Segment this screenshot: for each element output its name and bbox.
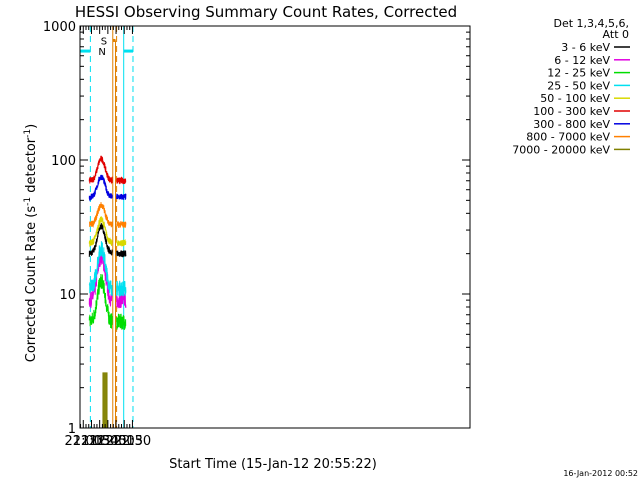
series-line-7-a — [88, 174, 113, 202]
footer-timestamp: 16-Jan-2012 00:52 — [563, 469, 638, 478]
legend-label-3: 12 - 25 keV — [547, 67, 610, 80]
saa-label: S — [101, 36, 107, 47]
axes: 1 10 100 1000 21:0021:1521:3021:4522:0022:15… — [43, 20, 471, 449]
series-line-6-a — [88, 155, 113, 185]
series-line-1-b — [116, 250, 127, 258]
y-tick-label: 1 — [68, 422, 76, 437]
plot-area: NS — [80, 26, 134, 428]
legend-label-4: 25 - 50 keV — [547, 79, 610, 92]
legend-label-5: 50 - 100 keV — [540, 92, 610, 105]
legend-header-line-1: Det 1,3,4,5,6, — [553, 17, 629, 30]
legend-label-8: 800 - 7000 keV — [526, 131, 610, 144]
series-line-2-b — [116, 292, 127, 309]
y-tick-label: 1000 — [43, 20, 76, 35]
x-tick-label: 21:15 — [73, 434, 110, 449]
series-line-5-a — [88, 216, 113, 248]
y-tick-label: 100 — [51, 154, 76, 169]
legend-label-7: 300 - 800 keV — [533, 118, 610, 131]
series-line-6-b — [116, 176, 127, 185]
series-line-4-a — [88, 241, 113, 297]
series-line-3-b — [116, 313, 127, 330]
legend-label-9: 7000 - 20000 keV — [512, 143, 610, 156]
legend-header-line-2: Att 0 — [603, 28, 629, 41]
series-line-5-b — [116, 238, 127, 247]
legend-label-2: 6 - 12 keV — [554, 54, 610, 67]
series-line-8-a — [88, 202, 113, 228]
x-tick-label: 22:15 — [106, 434, 143, 449]
series-line-8-b — [116, 221, 127, 228]
series-line-1-a — [88, 222, 113, 257]
night-label: N — [98, 47, 105, 58]
legend-label-1: 3 - 6 keV — [561, 41, 610, 54]
x-tick-label: 22:00 — [97, 434, 134, 449]
plot-frame — [79, 25, 471, 429]
x-tick-label: 21:30 — [81, 434, 118, 449]
legend-label-6: 100 - 300 keV — [533, 105, 610, 118]
y-tick-label: 10 — [59, 288, 76, 303]
series-line-3-a — [88, 273, 113, 329]
y-axis-label: Corrected Count Rate (s-1 detector-1) — [23, 124, 39, 362]
x-axis-label: Start Time (15-Jan-12 20:55:22) — [169, 457, 377, 472]
series-line-2-a — [88, 249, 113, 309]
x-tick-label: 21:00 — [65, 434, 102, 449]
series-line-4-b — [116, 280, 127, 297]
x-tick-label: 22:30 — [114, 434, 151, 449]
x-tick-label: 21:45 — [89, 434, 126, 449]
series-line-7-b — [116, 193, 127, 200]
chart-title: HESSI Observing Summary Count Rates, Cor… — [75, 3, 457, 21]
